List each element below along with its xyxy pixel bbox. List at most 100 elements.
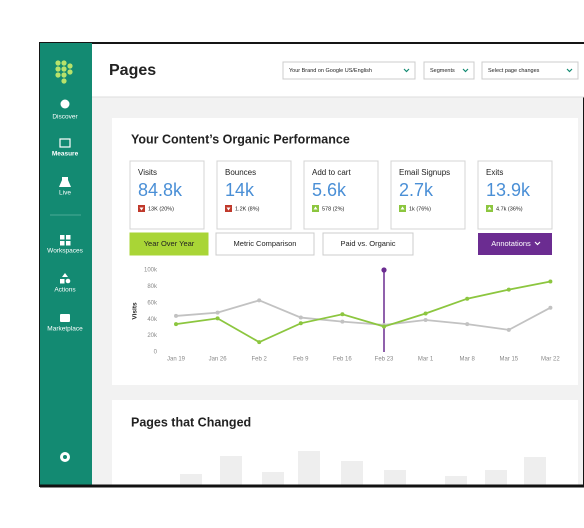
point <box>298 321 303 326</box>
y-tick-label: 60k <box>147 300 158 306</box>
metric-change: 1k (76%) <box>409 206 431 212</box>
trend-arrow <box>313 206 318 210</box>
y-tick-label: 80k <box>147 284 158 290</box>
point <box>257 340 262 345</box>
card-title: Pages that Changed <box>131 415 251 429</box>
nav-item[interactable]: Measure <box>52 151 79 158</box>
metric-value: 84.8k <box>138 180 183 200</box>
point <box>423 311 428 316</box>
point <box>215 310 220 315</box>
metric-card[interactable] <box>303 160 379 230</box>
dropdown[interactable] <box>282 61 416 80</box>
chevron <box>534 241 541 246</box>
series-line <box>175 280 551 344</box>
point <box>340 319 345 324</box>
nav-item[interactable]: Workspaces <box>47 248 83 255</box>
point <box>298 315 303 320</box>
dropdown-label: Select page changes <box>488 68 540 74</box>
nav-item[interactable]: Actions <box>54 287 76 294</box>
x-tick-label: Feb 16 <box>333 357 352 363</box>
nav-item[interactable]: Live <box>59 190 71 197</box>
logo[interactable] <box>55 60 73 84</box>
metric-change: 4.7k (36%) <box>496 206 523 212</box>
metric-value: 13.9k <box>486 180 531 200</box>
filters: Your Brand on Google US/English Segments S… <box>282 61 579 80</box>
x-tick-label: Mar 15 <box>499 357 518 363</box>
y-tick-label: 0 <box>154 350 158 356</box>
chevron <box>566 68 573 73</box>
point <box>506 287 511 292</box>
point <box>465 322 470 327</box>
nav-icons <box>59 99 71 462</box>
metric-change: 578 (2%) <box>322 206 344 212</box>
point <box>174 322 178 327</box>
y-tick-label: 40k <box>147 317 158 323</box>
metric-label: Visits <box>138 168 157 177</box>
point <box>548 279 553 284</box>
x-tick-label: Jan 26 <box>209 357 228 363</box>
metric-value: 5.6k <box>312 180 347 200</box>
dropdown-label: Your Brand on Google US/English <box>289 68 372 74</box>
tab-label: Metric Comparison <box>234 239 297 248</box>
x-tick-label: Feb 23 <box>375 357 394 363</box>
nav-item[interactable]: Discover <box>52 114 78 121</box>
y-tick-label: 20k <box>147 333 158 339</box>
point <box>174 313 178 318</box>
x-tick-label: Feb 2 <box>252 357 268 363</box>
metric-label: Bounces <box>225 168 256 177</box>
x-tick-label: Mar 8 <box>460 357 476 363</box>
tab-label: Year Over Year <box>144 239 195 248</box>
metrics: Visits 84.8k 13K (20%) Bounces 14k 1.2K (8%) A… <box>129 160 553 230</box>
page-title: Pages <box>109 62 156 79</box>
point <box>215 316 220 321</box>
metric-card[interactable] <box>216 160 292 230</box>
metric-card[interactable] <box>390 160 466 230</box>
trend-arrow <box>226 207 231 211</box>
dropdown[interactable] <box>481 61 579 80</box>
dropdown-label: Segments <box>430 68 455 74</box>
tab[interactable] <box>215 232 315 256</box>
point <box>465 296 470 301</box>
annotations-button[interactable] <box>478 233 552 255</box>
metric-change: 1.2K (8%) <box>235 206 260 212</box>
point <box>382 324 386 329</box>
x-tick-label: Mar 1 <box>418 357 434 363</box>
sidebar <box>40 43 92 486</box>
metric-change: 13K (20%) <box>148 206 174 212</box>
y-tick-label: 100k <box>144 268 158 274</box>
metric-card[interactable] <box>477 160 553 230</box>
card-title: Your Content’s Organic Performance <box>131 132 350 146</box>
trend-arrow <box>139 207 144 211</box>
chevron <box>462 68 469 73</box>
chevron <box>403 68 410 73</box>
x-tick-label: Feb 9 <box>293 357 309 363</box>
annotation-marker[interactable] <box>381 267 387 273</box>
metric-label: Email Signups <box>399 168 450 177</box>
tab[interactable] <box>322 232 414 256</box>
metric-label: Exits <box>486 168 503 177</box>
y-axis-label: Visits <box>132 302 139 320</box>
dropdown[interactable] <box>423 61 475 80</box>
point <box>257 298 262 303</box>
nav-item[interactable]: Marketplace <box>47 326 83 333</box>
series-line <box>175 299 551 331</box>
x-tick-label: Mar 22 <box>541 357 560 363</box>
x-tick-label: Jan 19 <box>167 357 186 363</box>
loading-skeleton <box>180 451 546 486</box>
metric-value: 2.7k <box>399 180 434 200</box>
point <box>506 327 511 332</box>
metric-label: Add to cart <box>312 168 351 177</box>
nav: Discover Measure Live Workspaces Actions Mark… <box>47 114 83 333</box>
metric-card[interactable] <box>129 160 205 230</box>
trend-arrow <box>487 206 492 210</box>
point <box>340 312 345 317</box>
point <box>548 305 553 310</box>
tabs: Year Over Year Metric Comparison Paid vs. … <box>129 232 414 256</box>
point <box>423 318 428 323</box>
annotations-label: Annotations <box>491 239 531 248</box>
metric-value: 14k <box>225 180 255 200</box>
tab[interactable] <box>129 232 209 256</box>
trend-arrow <box>400 206 405 210</box>
